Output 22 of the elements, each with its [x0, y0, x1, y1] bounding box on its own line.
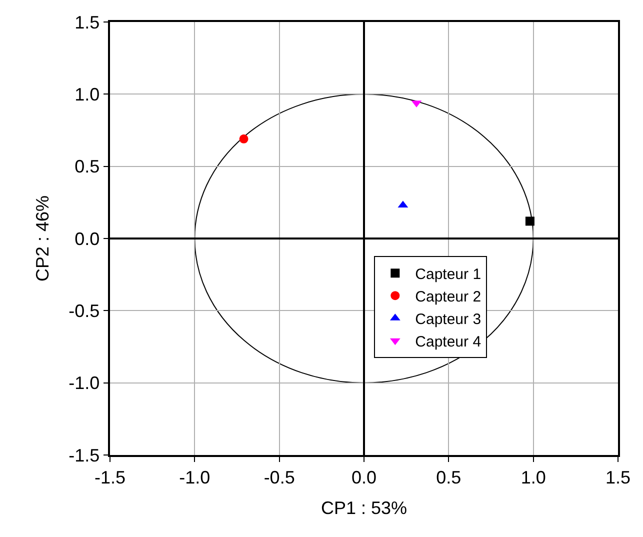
x-tick-label: 0.5 — [436, 467, 462, 488]
legend-label: Capteur 1 — [415, 266, 482, 283]
x-tick-label: -0.5 — [264, 467, 295, 488]
x-axis-title: CP1 : 53% — [320, 498, 408, 518]
legend-label: Capteur 4 — [415, 333, 482, 350]
legend-label: Capteur 2 — [415, 288, 482, 306]
y-tick-label: -1.5 — [68, 445, 100, 466]
x-tick-label: 0.0 — [351, 467, 377, 488]
y-tick-label: 0.5 — [74, 156, 100, 177]
y-tick-label: -0.5 — [68, 300, 100, 321]
x-tick-label: -1.5 — [94, 467, 126, 488]
legend-label: Capteur 3 — [415, 310, 482, 328]
y-tick-label: 1.0 — [74, 84, 100, 104]
y-tick-label: 0.0 — [74, 228, 100, 249]
y-axis-title: CP2 : 46% — [32, 195, 52, 282]
y-tick-label: -1.0 — [68, 373, 100, 394]
x-tick-label: 1.0 — [520, 467, 546, 488]
point — [239, 134, 248, 144]
x-tick-label: 1.5 — [605, 467, 631, 488]
point — [525, 216, 534, 226]
x-tick-label: -1.0 — [179, 467, 210, 488]
y-tick-label: 1.5 — [74, 12, 100, 32]
